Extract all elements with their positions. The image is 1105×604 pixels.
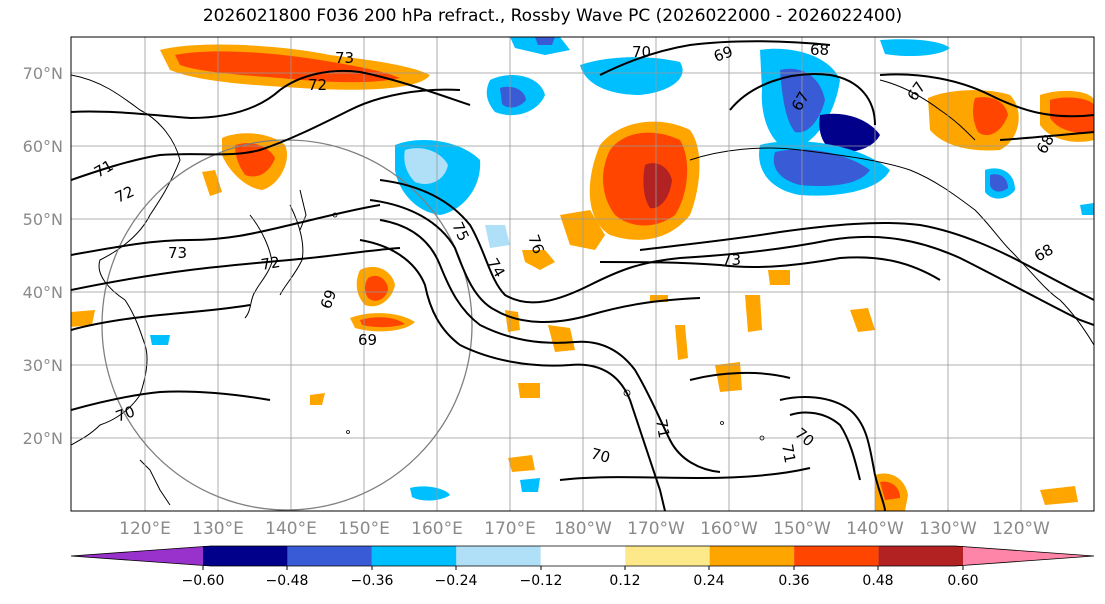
colorbar-segment: [794, 546, 879, 566]
lon-label: 140°W: [846, 519, 904, 539]
plot-area: [71, 37, 1094, 511]
lat-label: 30°N: [23, 356, 63, 375]
colorbar-segment: [371, 546, 457, 566]
colorbar-extension-high: [955, 546, 1094, 566]
colorbar-segment: [203, 546, 288, 566]
contour-label: 71: [778, 443, 799, 465]
contour-label: 68: [810, 41, 829, 59]
colorbar-segment: [456, 546, 541, 566]
colorbar-tick-label: −0.12: [520, 573, 563, 589]
colorbar-outline: [70, 545, 1095, 567]
latitude-labels: 70°N 60°N 50°N 40°N 30°N 20°N: [23, 64, 63, 448]
colorbar-segment: [878, 546, 963, 566]
coastlines: [71, 74, 1094, 506]
lon-label: 130°W: [919, 519, 977, 539]
colorbar-tick-label: 0.24: [693, 573, 724, 589]
contour-label: 70: [632, 43, 651, 61]
lon-label: 180°W: [554, 519, 612, 539]
lon-label: 120°W: [992, 519, 1050, 539]
lon-label: 160°E: [411, 519, 463, 539]
colorbar-tick-label: 0.48: [862, 573, 893, 589]
lon-label: 170°W: [627, 519, 685, 539]
contour-label: 73: [168, 244, 187, 262]
colorbar-extension-low: [71, 546, 211, 566]
lat-label: 70°N: [23, 64, 63, 83]
colorbar-tick-label: −0.36: [351, 573, 394, 589]
colorbar-segment: [709, 546, 795, 566]
contour-label: 70: [113, 402, 137, 425]
refractivity-contours: [71, 40, 1094, 511]
colorbar-segment: [625, 546, 710, 566]
contour-label: 73: [335, 49, 354, 67]
lat-label: 50°N: [23, 210, 63, 229]
colorbar-tick-label: 0.60: [947, 573, 978, 589]
colorbar-tick-label: −0.60: [182, 573, 225, 589]
lon-label: 150°E: [338, 519, 390, 539]
contour-label: 69: [358, 331, 377, 349]
lon-label: 160°W: [700, 519, 758, 539]
lon-label: 130°E: [192, 519, 244, 539]
contour-label: 71: [652, 418, 673, 440]
colorbar: −0.60 −0.48 −0.36 −0.24 −0.12 0.12 0.24 0.36 0.4…: [70, 545, 1095, 589]
contour-label: 70: [589, 444, 612, 466]
contour-label: 72: [260, 253, 282, 274]
contour-label: 76: [524, 232, 547, 256]
colorbar-tick-label: 0.12: [609, 573, 640, 589]
contour-label: 72: [308, 76, 327, 94]
contour-label: 69: [711, 42, 735, 65]
lat-label: 20°N: [23, 429, 63, 448]
lat-label: 60°N: [23, 137, 63, 156]
plot-frame: [70, 36, 1095, 512]
longitude-labels: 120°E 130°E 140°E 150°E 160°E 170°E 180°…: [119, 519, 1050, 539]
lon-label: 120°E: [119, 519, 171, 539]
contour-label: 69: [317, 287, 340, 311]
lon-label: 140°E: [265, 519, 317, 539]
colorbar-tick-label: −0.24: [435, 573, 478, 589]
map-title: 2026021800 F036 200 hPa refract., Rossby…: [202, 6, 903, 26]
colorbar-segment: [287, 546, 372, 566]
lat-label: 40°N: [23, 283, 63, 302]
colorbar-tick-label: −0.48: [266, 573, 309, 589]
colorbar-tick-label: 0.36: [778, 573, 809, 589]
lon-label: 150°W: [773, 519, 831, 539]
lon-label: 170°E: [484, 519, 536, 539]
island-outlines: [332, 212, 765, 441]
contour-label: 73: [722, 251, 741, 269]
colorbar-segment: [540, 546, 626, 566]
